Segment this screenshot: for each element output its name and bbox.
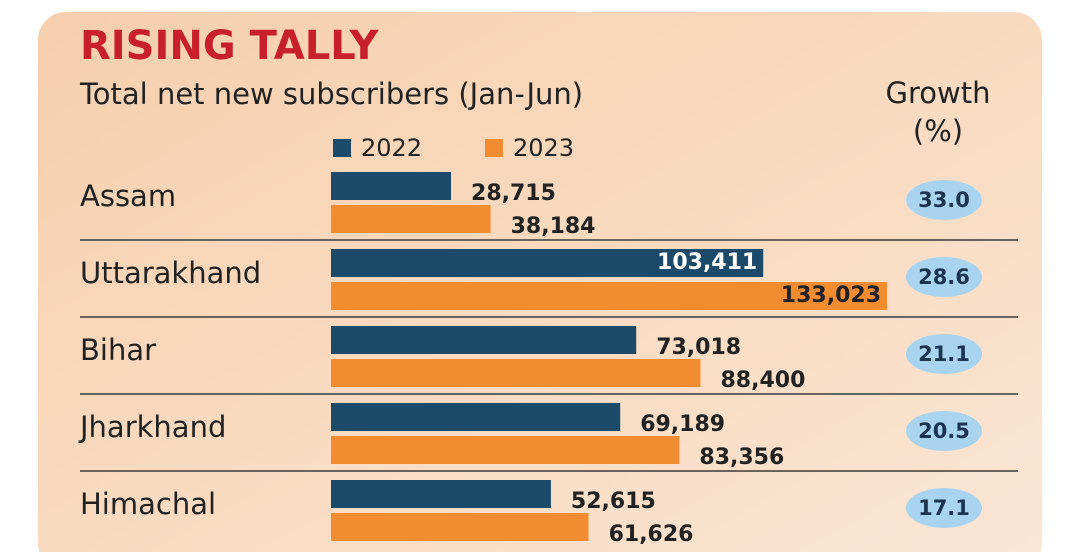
chart-subtitle: Total net new subscribers (Jan-Jun): [79, 77, 583, 111]
bar: [331, 172, 452, 200]
growth-value: 17.1: [918, 496, 970, 520]
value-label: 103,411: [657, 250, 757, 275]
growth-value: 33.0: [918, 188, 970, 212]
legend-label: 2023: [513, 134, 574, 162]
growth-value: 21.1: [918, 342, 970, 366]
legend-swatch: [333, 139, 351, 157]
bar: [331, 326, 637, 354]
value-label: 83,356: [699, 445, 784, 470]
growth-badge: [906, 334, 982, 374]
value-label: 38,184: [511, 214, 596, 239]
growth-badge: [906, 257, 982, 297]
growth-badge: [906, 488, 982, 528]
legend-label: 2022: [361, 134, 422, 162]
category-label: Himachal: [80, 487, 216, 521]
growth-value: 20.5: [918, 419, 970, 443]
value-label: 69,189: [640, 412, 725, 437]
growth-badge: [906, 180, 982, 220]
legend-swatch: [485, 139, 503, 157]
growth-header: Growth (%): [885, 76, 991, 148]
bar: [331, 205, 491, 233]
bar: [331, 480, 551, 508]
value-label: 28,715: [471, 181, 556, 206]
value-label: 61,626: [609, 522, 694, 547]
bar: [331, 403, 621, 431]
bar: [331, 359, 701, 387]
value-label: 52,615: [571, 489, 656, 514]
growth-badge: [906, 411, 982, 451]
growth-value: 28.6: [918, 265, 970, 289]
bar: [331, 436, 680, 464]
bar: [331, 282, 887, 310]
bar: [331, 249, 764, 277]
value-label: 133,023: [781, 283, 881, 308]
category-label: Jharkhand: [78, 410, 226, 444]
value-label: 73,018: [656, 335, 741, 360]
category-label: Uttarakhand: [80, 256, 261, 290]
bar: [331, 513, 589, 541]
chart-title: RISING TALLY: [80, 23, 379, 69]
value-label: 88,400: [720, 368, 805, 393]
category-label: Bihar: [80, 333, 156, 367]
category-label: Assam: [80, 179, 176, 213]
